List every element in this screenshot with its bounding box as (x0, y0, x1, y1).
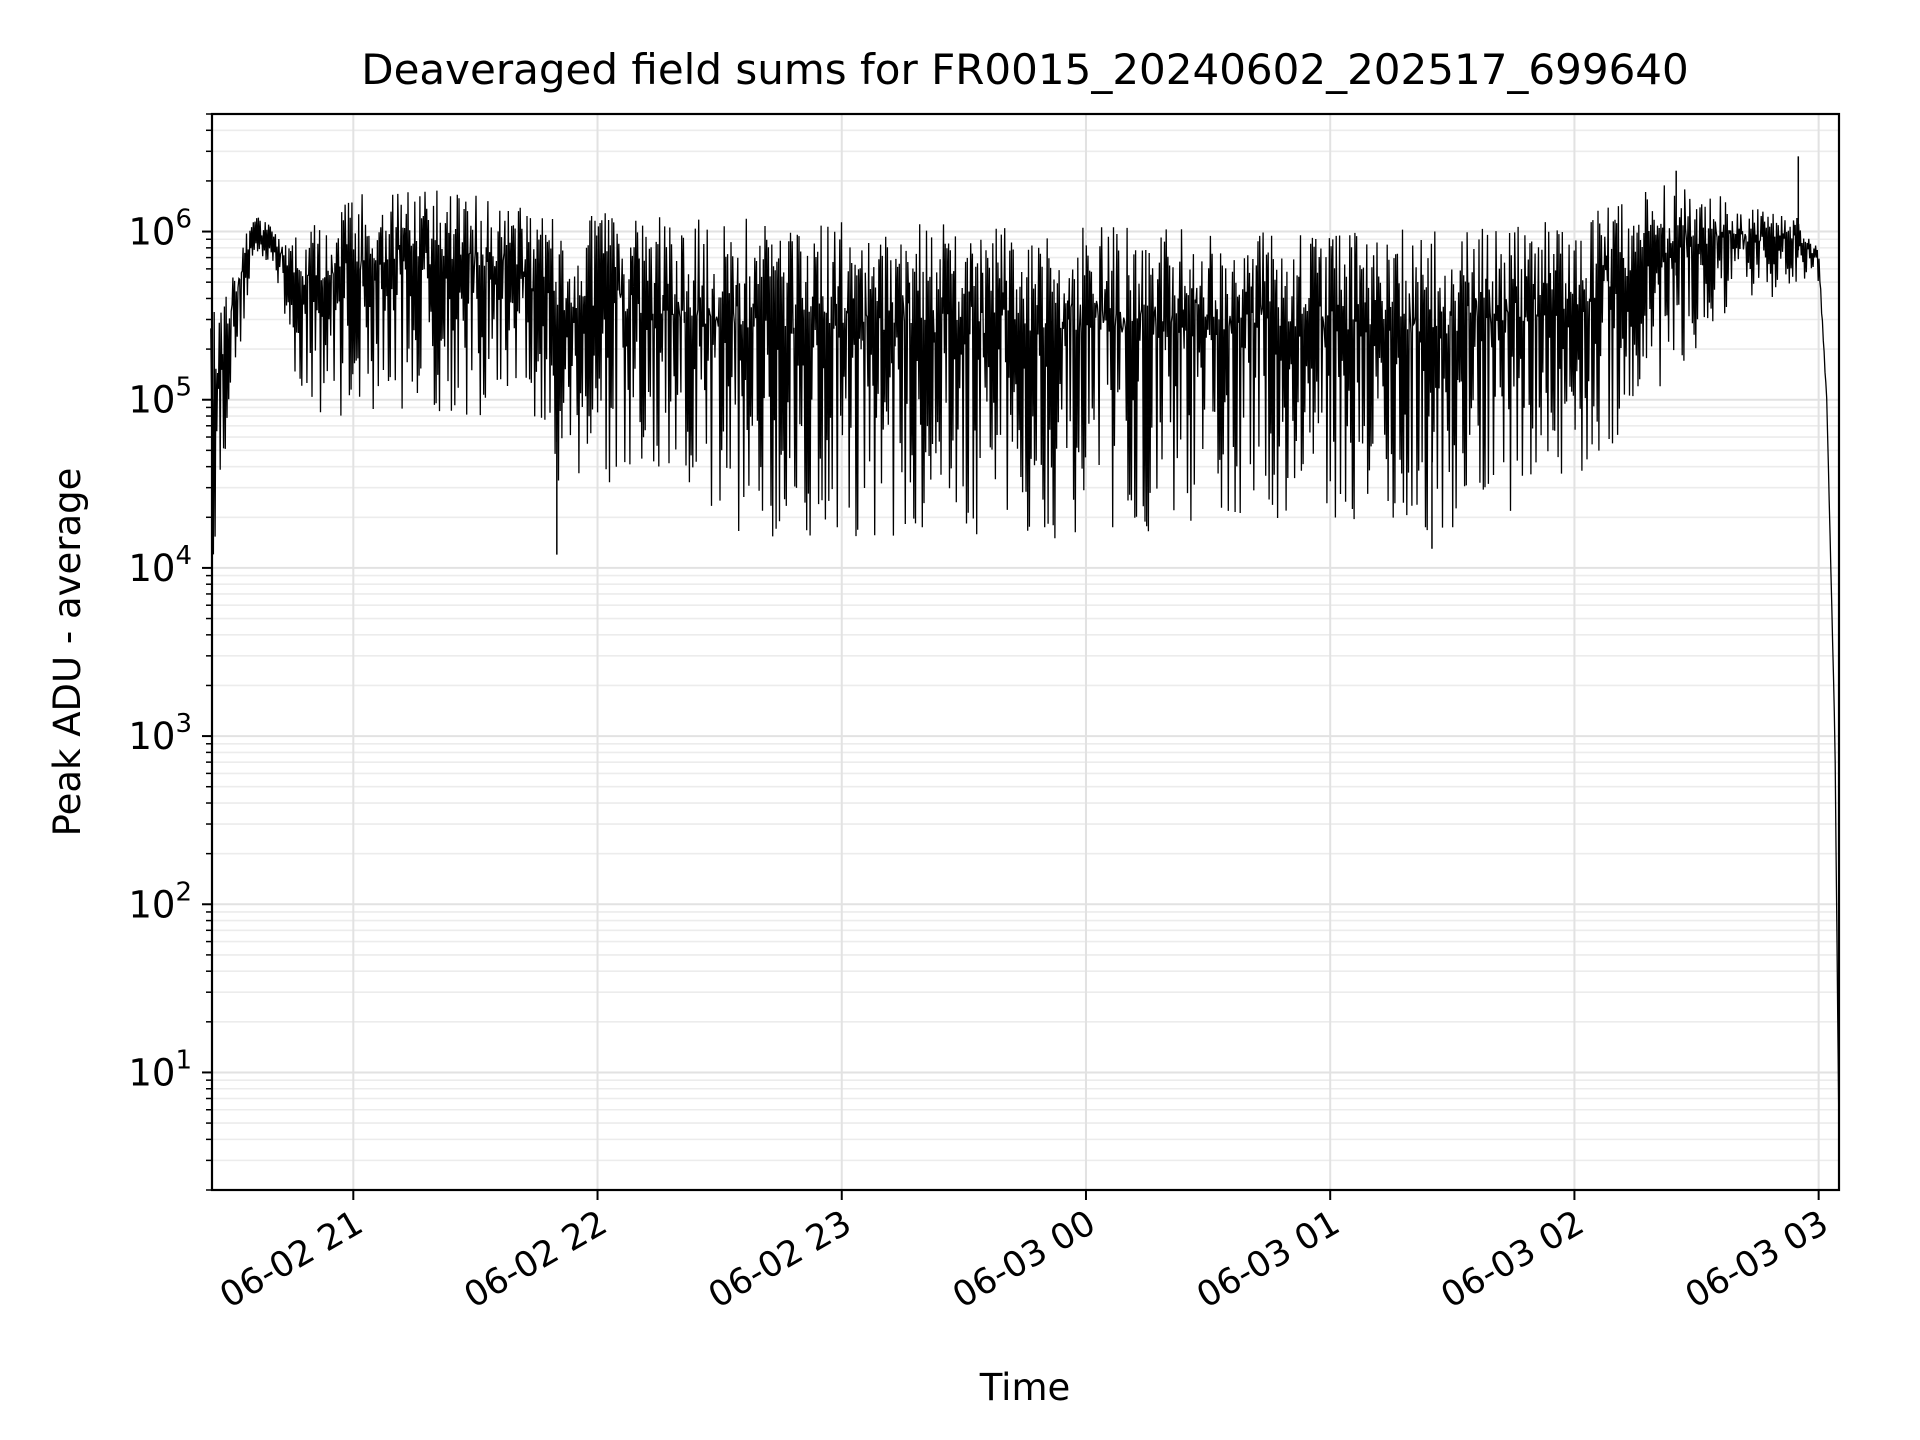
chart-title: Deaveraged field sums for FR0015_2024060… (361, 45, 1689, 94)
series-layer (210, 156, 1840, 1140)
y-tick-label: 105 (128, 373, 192, 422)
x-tick-label: 06-03 03 (1679, 1203, 1835, 1316)
x-tick-label: 06-02 22 (458, 1203, 614, 1316)
y-tick-label: 103 (128, 709, 192, 758)
y-axis: 101 102 103 104 105 106 (128, 113, 212, 1191)
x-tick-label: 06-03 02 (1435, 1203, 1591, 1316)
x-axis-label: Time (979, 1366, 1071, 1409)
x-tick-label: 06-02 23 (702, 1203, 858, 1316)
y-tick-label: 102 (128, 877, 192, 926)
series-line (210, 185, 1840, 1140)
y-tick-label: 101 (128, 1045, 192, 1094)
y-axis-label: Peak ADU - average (46, 468, 89, 837)
x-tick-label: 06-02 21 (214, 1203, 370, 1316)
x-tick-label: 06-03 00 (946, 1203, 1102, 1316)
x-tick-label: 06-03 01 (1190, 1203, 1346, 1316)
plot-frame (210, 112, 1841, 1192)
y-tick-label: 104 (128, 541, 192, 590)
x-axis: 06-02 21 06-02 22 06-02 23 06-03 00 06-03 01… (214, 1190, 1835, 1316)
y-tick-label: 106 (128, 205, 192, 254)
